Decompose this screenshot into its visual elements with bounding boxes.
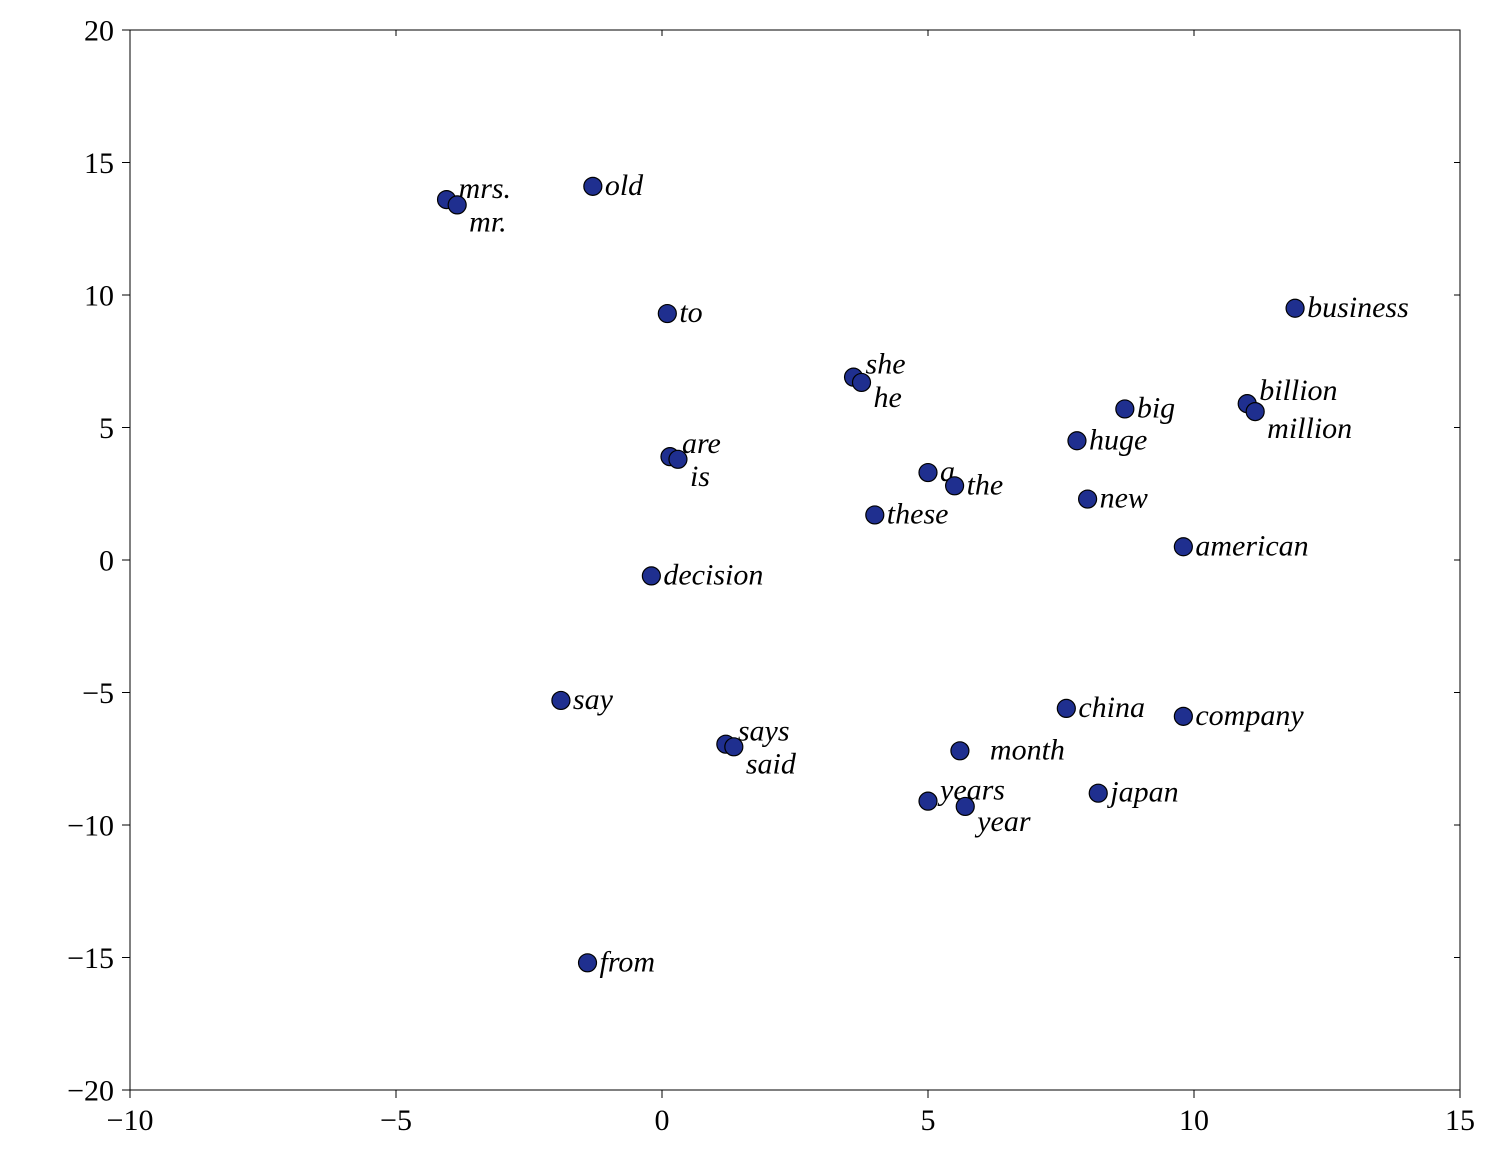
- scatter-point: [919, 792, 937, 810]
- scatter-point: [669, 450, 687, 468]
- scatter-point: [853, 373, 871, 391]
- scatter-point: [552, 691, 570, 709]
- scatter-point: [584, 177, 602, 195]
- point-label: from: [600, 945, 656, 978]
- point-label: are: [682, 427, 721, 460]
- point-label: mrs.: [459, 172, 512, 205]
- point-label: big: [1137, 391, 1175, 424]
- scatter-chart: −10 −5 0 5 10 15 −20 −15 −10 −5 0 5 10 15 20 mrs.mr. old…: [0, 0, 1485, 1149]
- y-tick-label: −15: [67, 942, 114, 975]
- scatter-point: [1068, 432, 1086, 450]
- scatter-point: [946, 477, 964, 495]
- y-tick-label: 20: [84, 15, 114, 48]
- point-label: old: [605, 169, 644, 202]
- x-tick-label: 10: [1179, 1104, 1209, 1137]
- scatter-point: [956, 797, 974, 815]
- point-label: she: [866, 348, 906, 381]
- point-label: new: [1100, 482, 1148, 515]
- chart-svg: −10 −5 0 5 10 15 −20 −15 −10 −5 0 5 10 15 20 mrs.mr. old…: [0, 0, 1485, 1149]
- scatter-point: [658, 305, 676, 323]
- scatter-point: [1089, 784, 1107, 802]
- x-tick-label: 5: [921, 1104, 936, 1137]
- point-label: say: [573, 683, 614, 716]
- y-tick-label: 0: [99, 545, 114, 578]
- point-label: the: [967, 468, 1004, 501]
- scatter-point: [951, 742, 969, 760]
- point-label: american: [1195, 529, 1308, 562]
- x-tick-label: 15: [1445, 1104, 1475, 1137]
- point-label: huge: [1089, 423, 1147, 456]
- point-label: year: [974, 805, 1031, 838]
- scatter-point: [919, 464, 937, 482]
- point-label: company: [1195, 699, 1304, 732]
- y-tick-label: −20: [67, 1075, 114, 1108]
- point-label: business: [1307, 291, 1409, 324]
- point-label: japan: [1106, 776, 1178, 809]
- y-tick-label: −5: [82, 677, 114, 710]
- y-tick-label: 15: [84, 147, 114, 180]
- point-label: mr.: [469, 205, 507, 238]
- y-tick-label: 10: [84, 280, 114, 313]
- scatter-point: [1116, 400, 1134, 418]
- y-tick-label: 5: [99, 412, 114, 445]
- scatter-point: [448, 196, 466, 214]
- point-label: billion: [1259, 374, 1337, 407]
- y-tick-label: −10: [67, 810, 114, 843]
- point-label: said: [746, 747, 797, 780]
- x-tick-label: 0: [655, 1104, 670, 1137]
- point-label: million: [1267, 412, 1352, 445]
- scatter-point: [579, 954, 597, 972]
- point-label: is: [690, 460, 710, 493]
- scatter-point: [1174, 707, 1192, 725]
- x-tick-label: −5: [380, 1104, 412, 1137]
- scatter-point: [725, 738, 743, 756]
- point-label: he: [874, 381, 902, 414]
- point-label: decision: [663, 558, 763, 591]
- x-tick-label: −10: [107, 1104, 154, 1137]
- scatter-point: [866, 506, 884, 524]
- scatter-point: [1079, 490, 1097, 508]
- point-label: month: [990, 733, 1065, 766]
- scatter-point: [1246, 403, 1264, 421]
- scatter-point: [1174, 538, 1192, 556]
- point-label: china: [1078, 691, 1145, 724]
- scatter-point: [1057, 699, 1075, 717]
- scatter-point: [1286, 299, 1304, 317]
- scatter-point: [642, 567, 660, 585]
- point-label: these: [887, 497, 949, 530]
- point-label: says: [738, 715, 790, 748]
- point-label: to: [679, 296, 702, 329]
